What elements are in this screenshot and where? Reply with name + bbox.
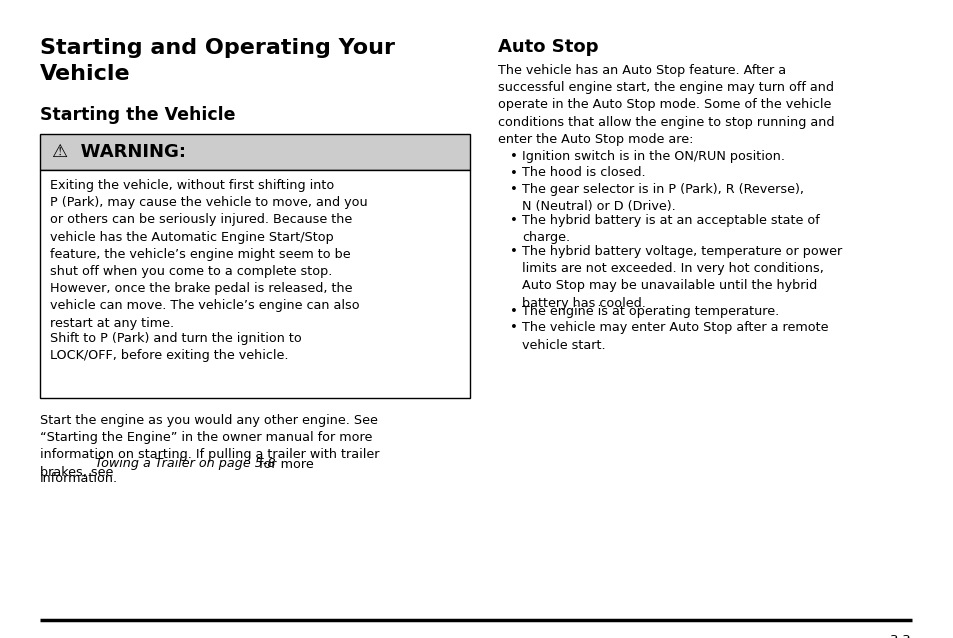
Text: information.: information. — [40, 472, 118, 485]
Text: ⚠  WARNING:: ⚠ WARNING: — [52, 143, 186, 161]
Text: •: • — [510, 183, 517, 196]
Text: •: • — [510, 322, 517, 334]
Text: •: • — [510, 214, 517, 227]
Text: •: • — [510, 305, 517, 318]
Text: Ignition switch is in the ON/RUN position.: Ignition switch is in the ON/RUN positio… — [521, 150, 784, 163]
Text: Towing a Trailer on page 5-8: Towing a Trailer on page 5-8 — [95, 457, 275, 470]
Bar — [40, 134, 470, 170]
Text: Auto Stop: Auto Stop — [497, 38, 598, 56]
Bar — [40, 170, 470, 398]
Text: Starting the Vehicle: Starting the Vehicle — [40, 106, 235, 124]
Text: The engine is at operating temperature.: The engine is at operating temperature. — [521, 305, 779, 318]
Text: Shift to P (Park) and turn the ignition to
LOCK/OFF, before exiting the vehicle.: Shift to P (Park) and turn the ignition … — [50, 332, 301, 362]
Text: The gear selector is in P (Park), R (Reverse),
N (Neutral) or D (Drive).: The gear selector is in P (Park), R (Rev… — [521, 183, 803, 213]
Text: 3-3: 3-3 — [889, 634, 911, 638]
Text: The hybrid battery is at an acceptable state of
charge.: The hybrid battery is at an acceptable s… — [521, 214, 819, 244]
Text: •: • — [510, 245, 517, 258]
Text: The vehicle may enter Auto Stop after a remote
vehicle start.: The vehicle may enter Auto Stop after a … — [521, 322, 827, 352]
Text: for more: for more — [255, 457, 314, 470]
Text: •: • — [510, 167, 517, 179]
Text: •: • — [510, 150, 517, 163]
Text: The hybrid battery voltage, temperature or power
limits are not exceeded. In ver: The hybrid battery voltage, temperature … — [521, 245, 841, 309]
Text: Starting and Operating Your: Starting and Operating Your — [40, 38, 395, 58]
Text: The hood is closed.: The hood is closed. — [521, 167, 645, 179]
Text: Start the engine as you would any other engine. See
“Starting the Engine” in the: Start the engine as you would any other … — [40, 414, 379, 478]
Text: Exiting the vehicle, without first shifting into
P (Park), may cause the vehicle: Exiting the vehicle, without first shift… — [50, 179, 367, 330]
Text: Vehicle: Vehicle — [40, 64, 131, 84]
Text: The vehicle has an Auto Stop feature. After a
successful engine start, the engin: The vehicle has an Auto Stop feature. Af… — [497, 64, 834, 146]
